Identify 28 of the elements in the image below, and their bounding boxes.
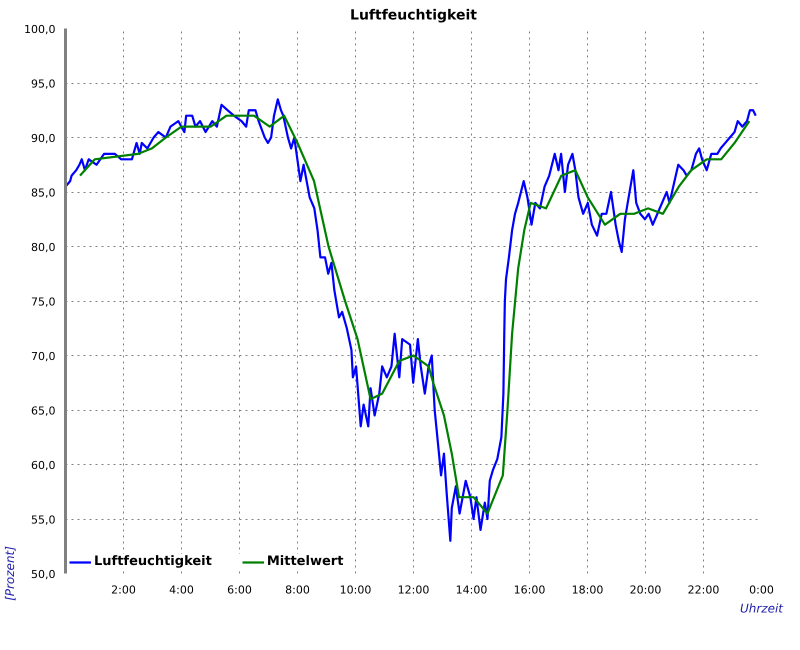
x-tick-label: 0:00 <box>749 584 774 596</box>
x-tick-label: 8:00 <box>285 584 310 596</box>
y-tick-label: 95,0 <box>31 78 56 90</box>
y-tick-label: 100,0 <box>24 23 56 36</box>
y-tick-label: 80,0 <box>31 241 56 254</box>
y-tick-label: 60,0 <box>31 459 56 472</box>
y-tick-label: 85,0 <box>31 186 56 200</box>
legend-label: Luftfeuchtigkeit <box>94 554 212 569</box>
x-tick-label: 14:00 <box>456 584 488 596</box>
legend-label: Mittelwert <box>266 554 344 569</box>
chart-title: Luftfeuchtigkeit <box>350 8 478 24</box>
x-axis-title: Uhrzeit <box>740 602 784 616</box>
x-tick-label: 22:00 <box>688 584 720 596</box>
x-tick-label: 4:00 <box>169 584 194 596</box>
x-tick-label: 6:00 <box>227 584 252 596</box>
x-tick-label: 16:00 <box>514 584 546 596</box>
y-axis-title: [Prozent] <box>3 546 18 601</box>
y-tick-label: 75,0 <box>31 296 56 308</box>
y-tick-label: 70,0 <box>31 350 56 363</box>
x-tick-label: 18:00 <box>572 584 604 596</box>
x-tick-label: 10:00 <box>340 584 372 596</box>
y-tick-label: 65,0 <box>31 404 56 418</box>
y-tick-label: 50,0 <box>31 568 56 581</box>
x-tick-label: 12:00 <box>398 584 430 596</box>
x-tick-label: 20:00 <box>630 584 662 596</box>
x-tick-label: 2:00 <box>111 584 136 596</box>
y-tick-label: 90,0 <box>31 132 56 145</box>
y-tick-label: 55,0 <box>31 514 56 526</box>
